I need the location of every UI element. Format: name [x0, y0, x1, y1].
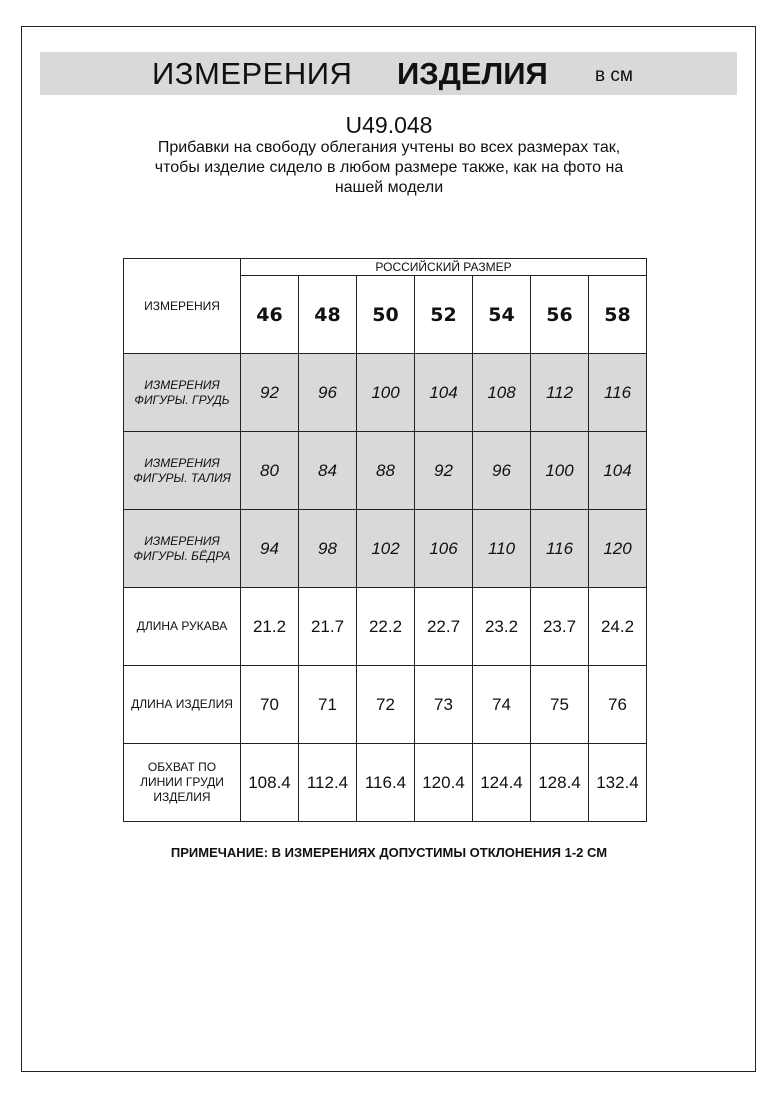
table-cell: 112.4	[298, 743, 357, 822]
title-bar	[40, 52, 737, 95]
table-cell: 23.7	[530, 587, 589, 666]
table-cell: 108.4	[240, 743, 299, 822]
table-cell: 21.7	[298, 587, 357, 666]
size-header: 50	[356, 275, 415, 354]
description: Прибавки на свободу облегания учтены во …	[0, 138, 778, 198]
row-label-line: ДЛИНА ИЗДЕЛИЯ	[131, 697, 233, 711]
row-label: ОБХВАТ ПО ЛИНИИ ГРУДИ ИЗДЕЛИЯ	[123, 743, 241, 822]
row-label-line: ФИГУРЫ. ГРУДЬ	[134, 392, 230, 407]
table-cell: 75	[530, 665, 589, 744]
row-label: ИЗМЕРЕНИЯ ФИГУРЫ. ГРУДЬ	[123, 353, 241, 432]
size-header: 46	[240, 275, 299, 354]
title-bold: ИЗДЕЛИЯ	[397, 56, 548, 91]
table-cell: 132.4	[588, 743, 647, 822]
article-code: U49.048	[345, 112, 433, 138]
table-cell: 100	[356, 353, 415, 432]
row-label: ДЛИНА ИЗДЕЛИЯ	[123, 665, 241, 744]
table-cell: 120	[588, 509, 647, 588]
size-header: 54	[472, 275, 531, 354]
table-row: ИЗМЕРЕНИЯ ФИГУРЫ. ТАЛИЯ 80 84 88 92 96 100 104	[123, 431, 647, 510]
row-label-line: ФИГУРЫ. БЁДРА	[133, 548, 231, 563]
description-line: чтобы изделие сидело в любом размере так…	[154, 159, 624, 176]
table-row: ИЗМЕРЕНИЯ ФИГУРЫ. БЁДРА 94 98 102 106 110 116 12…	[123, 509, 647, 588]
table-cell: 22.2	[356, 587, 415, 666]
table-cell: 72	[356, 665, 415, 744]
table-cell: 74	[472, 665, 531, 744]
table-row: ДЛИНА ИЗДЕЛИЯ 70 71 72 73 74 75 76	[123, 665, 647, 744]
table-cell: 76	[588, 665, 647, 744]
table-cell: 70	[240, 665, 299, 744]
table-cell: 100	[530, 431, 589, 510]
row-label: ИЗМЕРЕНИЯ ФИГУРЫ. БЁДРА	[123, 509, 241, 588]
note: ПРИМЕЧАНИЕ: В ИЗМЕРЕНИЯХ ДОПУСТИМЫ ОТКЛО…	[170, 845, 608, 860]
size-header: 52	[414, 275, 473, 354]
row-label-line: ЛИНИИ ГРУДИ	[140, 775, 224, 789]
table-cell: 21.2	[240, 587, 299, 666]
table-cell: 116.4	[356, 743, 415, 822]
table-cell: 73	[414, 665, 473, 744]
table-cell: 22.7	[414, 587, 473, 666]
table-cell: 128.4	[530, 743, 589, 822]
table-cell: 23.2	[472, 587, 531, 666]
table-row: ОБХВАТ ПО ЛИНИИ ГРУДИ ИЗДЕЛИЯ 108.4 112.4 116…	[123, 743, 647, 822]
row-label-line: ИЗМЕРЕНИЯ	[144, 533, 220, 548]
size-header: 58	[588, 275, 647, 354]
table-cell: 102	[356, 509, 415, 588]
table-cell: 94	[240, 509, 299, 588]
table-cell: 96	[298, 353, 357, 432]
table-row: ИЗМЕРЕНИЯ ФИГУРЫ. ГРУДЬ 92 96 100 104 108 112 11…	[123, 353, 647, 432]
title-regular: ИЗМЕРЕНИЯ	[152, 56, 353, 91]
title-unit: в см	[595, 65, 633, 86]
row-label-line: ДЛИНА РУКАВА	[136, 619, 228, 633]
row-label: ИЗМЕРЕНИЯ ФИГУРЫ. ТАЛИЯ	[123, 431, 241, 510]
table-row: ДЛИНА РУКАВА 21.2 21.7 22.2 22.7 23.2 23.7 24.2	[123, 587, 647, 666]
table-cell: 80	[240, 431, 299, 510]
size-header: 56	[530, 275, 589, 354]
table-cell: 110	[472, 509, 531, 588]
group-header: РОССИЙСКИЙ РАЗМЕР	[240, 258, 647, 276]
table-cell: 108	[472, 353, 531, 432]
table-cell: 116	[588, 353, 647, 432]
table-cell: 92	[414, 431, 473, 510]
table-cell: 116	[530, 509, 589, 588]
size-header: 48	[298, 275, 357, 354]
row-label-line: ИЗДЕЛИЯ	[153, 790, 211, 804]
description-line: нашей модели	[334, 179, 444, 196]
table-cell: 104	[414, 353, 473, 432]
table-cell: 24.2	[588, 587, 647, 666]
size-table: ИЗМЕРЕНИЯ РОССИЙСКИЙ РАЗМЕР 46 48 50 52 54 56…	[123, 258, 647, 822]
table-cell: 92	[240, 353, 299, 432]
table-cell: 96	[472, 431, 531, 510]
row-label-line: ОБХВАТ ПО	[147, 760, 217, 774]
row-label-line: ИЗМЕРЕНИЯ	[144, 455, 220, 470]
row-label: ДЛИНА РУКАВА	[123, 587, 241, 666]
page-frame	[21, 26, 756, 1072]
table-cell: 124.4	[472, 743, 531, 822]
corner-label: ИЗМЕРЕНИЯ	[123, 258, 241, 354]
table-cell: 120.4	[414, 743, 473, 822]
row-label-line: ФИГУРЫ. ТАЛИЯ	[133, 470, 231, 485]
table-cell: 112	[530, 353, 589, 432]
table-cell: 106	[414, 509, 473, 588]
table-cell: 71	[298, 665, 357, 744]
table-cell: 84	[298, 431, 357, 510]
description-line: Прибавки на свободу облегания учтены во …	[157, 139, 621, 156]
table-cell: 104	[588, 431, 647, 510]
row-label-line: ИЗМЕРЕНИЯ	[144, 377, 220, 392]
table-cell: 88	[356, 431, 415, 510]
table-cell: 98	[298, 509, 357, 588]
